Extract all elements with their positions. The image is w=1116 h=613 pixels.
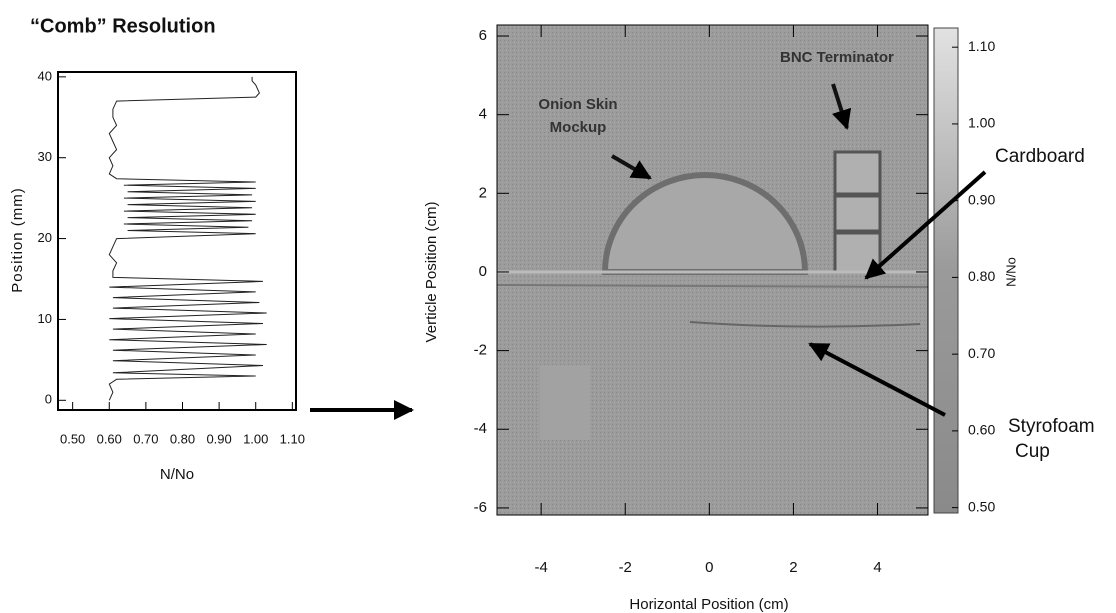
y-tick-label: 10 (38, 311, 52, 326)
colorbar-tick-label: 0.80 (968, 268, 995, 284)
x-tick-label: -4 (534, 559, 547, 576)
cup (689, 321, 921, 328)
colorbar-tick-label: 0.50 (968, 498, 995, 514)
colorbar-tick-label: 0.60 (968, 422, 995, 438)
colorbar (933, 27, 959, 514)
arrow (610, 154, 652, 180)
colorbar-label: N/No (1003, 257, 1018, 287)
colorbar-tick-label: 1.10 (968, 38, 995, 54)
colorbar-tick-label: 0.70 (968, 345, 995, 361)
annotation: BNC Terminator (780, 49, 894, 66)
y-axis-label: Verticle Position (cm) (423, 202, 440, 343)
arrow (864, 170, 987, 280)
x-tick-label: 0.70 (133, 431, 158, 446)
x-tick-label: 0.90 (206, 431, 231, 446)
x-tick-label: -2 (619, 559, 632, 576)
annotation: Mockup (550, 119, 607, 136)
data-line (108, 76, 267, 401)
bnc (833, 150, 882, 274)
x-tick-label: 1.00 (243, 431, 268, 446)
dome (601, 172, 809, 275)
comb (540, 365, 590, 440)
y-tick-label: -6 (474, 499, 487, 516)
x-tick-label: 0.50 (60, 431, 85, 446)
cardboard (496, 284, 929, 288)
annotation: Cup (1015, 441, 1050, 462)
y-tick-label: 30 (38, 149, 52, 164)
y-tick-label: 0 (479, 263, 487, 280)
x-tick-label: 1.10 (280, 431, 305, 446)
annotation: Cardboard (995, 146, 1085, 167)
colorbar-tick-label: 1.00 (968, 115, 995, 131)
y-tick-label: -4 (474, 420, 487, 437)
x-tick-label: 2 (789, 559, 797, 576)
y-tick-label: 6 (479, 27, 487, 44)
y-tick-label: 40 (38, 68, 52, 83)
plot-frame (57, 71, 297, 411)
x-tick-label: 4 (873, 559, 881, 576)
y-tick-label: 0 (45, 392, 52, 407)
chart-title: “Comb” Resolution (30, 15, 216, 37)
x-tick-label: 0.60 (97, 431, 122, 446)
arrow (808, 342, 946, 417)
y-tick-label: -2 (474, 342, 487, 359)
y-tick-label: 20 (38, 230, 52, 245)
annotation: Styrofoam (1008, 416, 1095, 437)
colorbar-tick-label: 0.90 (968, 191, 995, 207)
x-tick-label: 0.80 (170, 431, 195, 446)
arrow (831, 83, 852, 130)
plot-frame (496, 24, 929, 516)
y-axis-label: Position (mm) (9, 187, 26, 293)
y-tick-label: 2 (479, 184, 487, 201)
annotation: Onion Skin (538, 96, 617, 113)
y-tick-label: 4 (479, 106, 487, 123)
x-tick-label: 0 (705, 559, 713, 576)
x-axis-label: N/No (160, 466, 194, 483)
x-axis-label: Horizontal Position (cm) (629, 596, 788, 613)
